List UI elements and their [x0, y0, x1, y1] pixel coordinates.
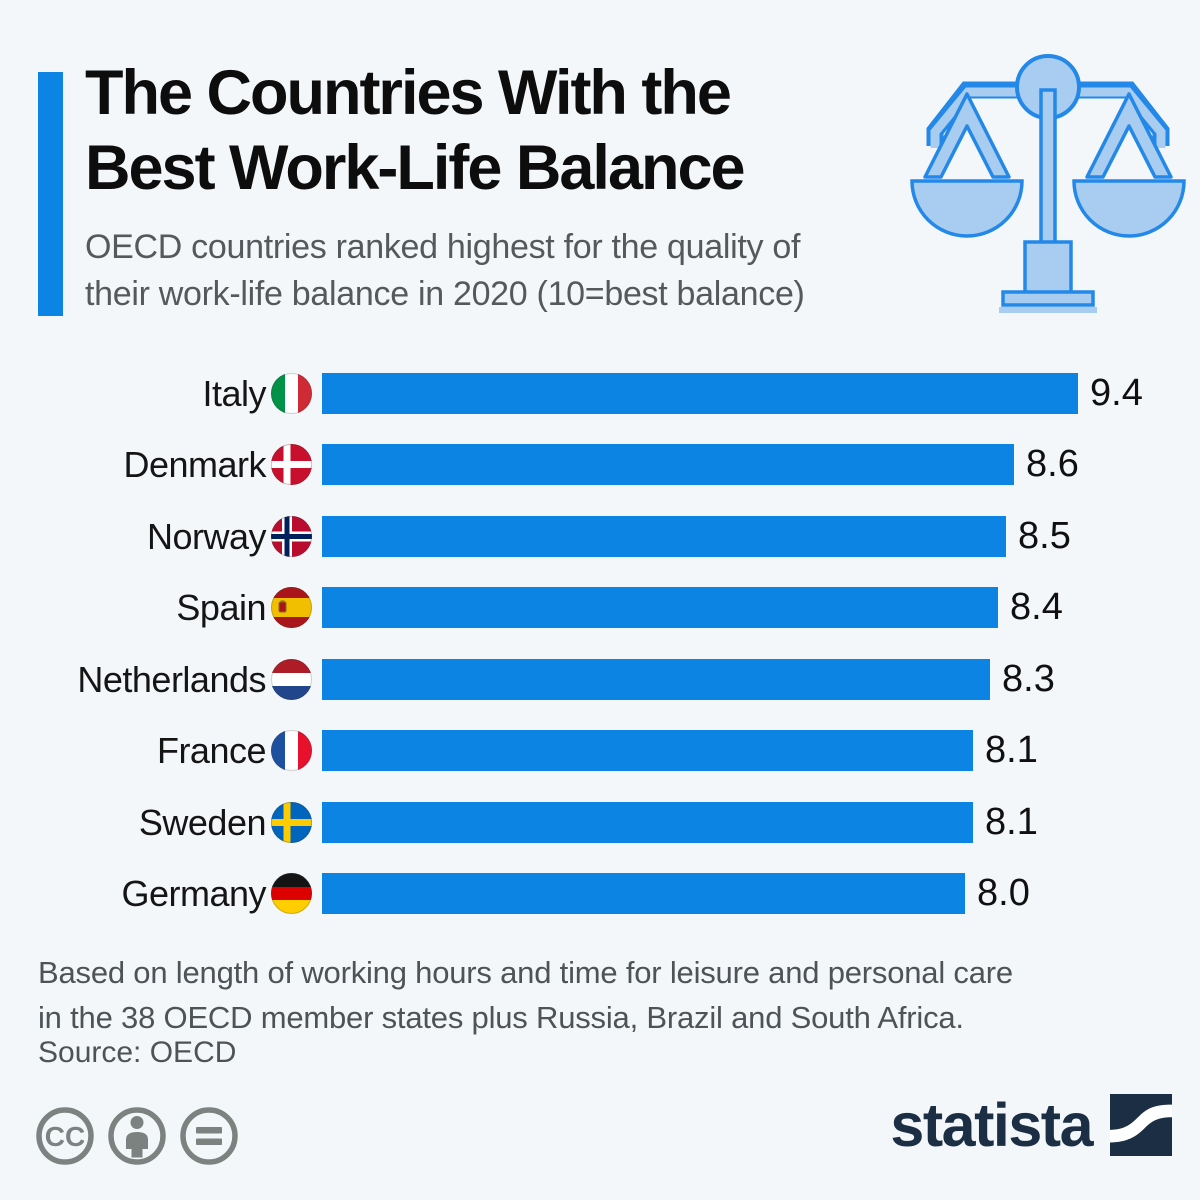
value-bar	[322, 659, 990, 700]
value-label: 8.3	[1002, 658, 1055, 700]
value-bar	[322, 802, 973, 843]
chart-row: Spain 8.4	[0, 586, 1063, 628]
page-subtitle-line1: OECD countries ranked highest for the qu…	[85, 228, 801, 266]
value-label: 8.5	[1018, 515, 1071, 557]
page-subtitle: OECD countries ranked highest for the qu…	[85, 224, 805, 318]
value-label: 8.6	[1026, 443, 1079, 485]
no-derivatives-icon	[180, 1107, 238, 1165]
chart-row: Netherlands 8.3	[0, 658, 1055, 700]
source: Source: OECD	[38, 1036, 237, 1069]
header-accent-bar	[38, 72, 63, 316]
germany-flag-icon	[271, 873, 312, 914]
footnote-line2: in the 38 OECD member states plus Russia…	[38, 1000, 964, 1035]
page-subtitle-line2: their work-life balance in 2020 (10=best…	[85, 275, 805, 313]
svg-text:CC: CC	[45, 1121, 85, 1152]
cc-icon: CC	[36, 1107, 94, 1165]
netherlands-flag-icon	[271, 659, 312, 700]
value-bar	[322, 516, 1006, 557]
page-title: The Countries With the Best Work-Life Ba…	[85, 56, 746, 206]
value-label: 8.1	[985, 801, 1038, 843]
country-label: Germany	[121, 872, 266, 914]
country-label: Spain	[176, 586, 266, 628]
value-label: 9.4	[1090, 372, 1143, 414]
footnote: Based on length of working hours and tim…	[38, 950, 1013, 1040]
country-label: Italy	[202, 372, 266, 414]
value-bar	[322, 444, 1014, 485]
value-bar	[322, 730, 973, 771]
sweden-flag-icon	[271, 802, 312, 843]
chart-row: Germany 8.0	[0, 872, 1030, 914]
license-icons: CC	[36, 1107, 238, 1165]
chart-row: Norway 8.5	[0, 515, 1071, 557]
value-bar	[322, 587, 998, 628]
page-title-line1: The Countries With the	[85, 58, 732, 128]
attribution-icon	[108, 1107, 166, 1165]
denmark-flag-icon	[271, 444, 312, 485]
norway-flag-icon	[271, 516, 312, 557]
value-label: 8.1	[985, 729, 1038, 771]
chart-row: Sweden 8.1	[0, 801, 1038, 843]
chart-row: Italy 9.4	[0, 372, 1143, 414]
value-label: 8.4	[1010, 586, 1063, 628]
scales-icon	[910, 54, 1186, 313]
footnote-line1: Based on length of working hours and tim…	[38, 955, 1013, 990]
spain-flag-icon	[271, 587, 312, 628]
chart-row: Denmark 8.6	[0, 443, 1079, 485]
statista-logo: statista	[890, 1094, 1172, 1156]
country-label: Denmark	[123, 443, 266, 485]
statista-logo-mark	[1110, 1094, 1172, 1156]
value-bar	[322, 373, 1078, 414]
france-flag-icon	[271, 730, 312, 771]
page-title-line2: Best Work-Life Balance	[85, 133, 746, 203]
country-label: Netherlands	[77, 658, 266, 700]
value-bar	[322, 873, 965, 914]
chart-row: France 8.1	[0, 729, 1038, 771]
country-label: Sweden	[138, 801, 267, 843]
statista-logo-text: statista	[890, 1091, 1093, 1159]
chart: Italy 9.4 Denmark 8.6 Norway 8.5 Spain 8.4 Nethe…	[0, 372, 1200, 933]
country-label: France	[156, 729, 267, 771]
country-label: Norway	[146, 515, 267, 557]
value-label: 8.0	[977, 872, 1030, 914]
italy-flag-icon	[271, 373, 312, 414]
